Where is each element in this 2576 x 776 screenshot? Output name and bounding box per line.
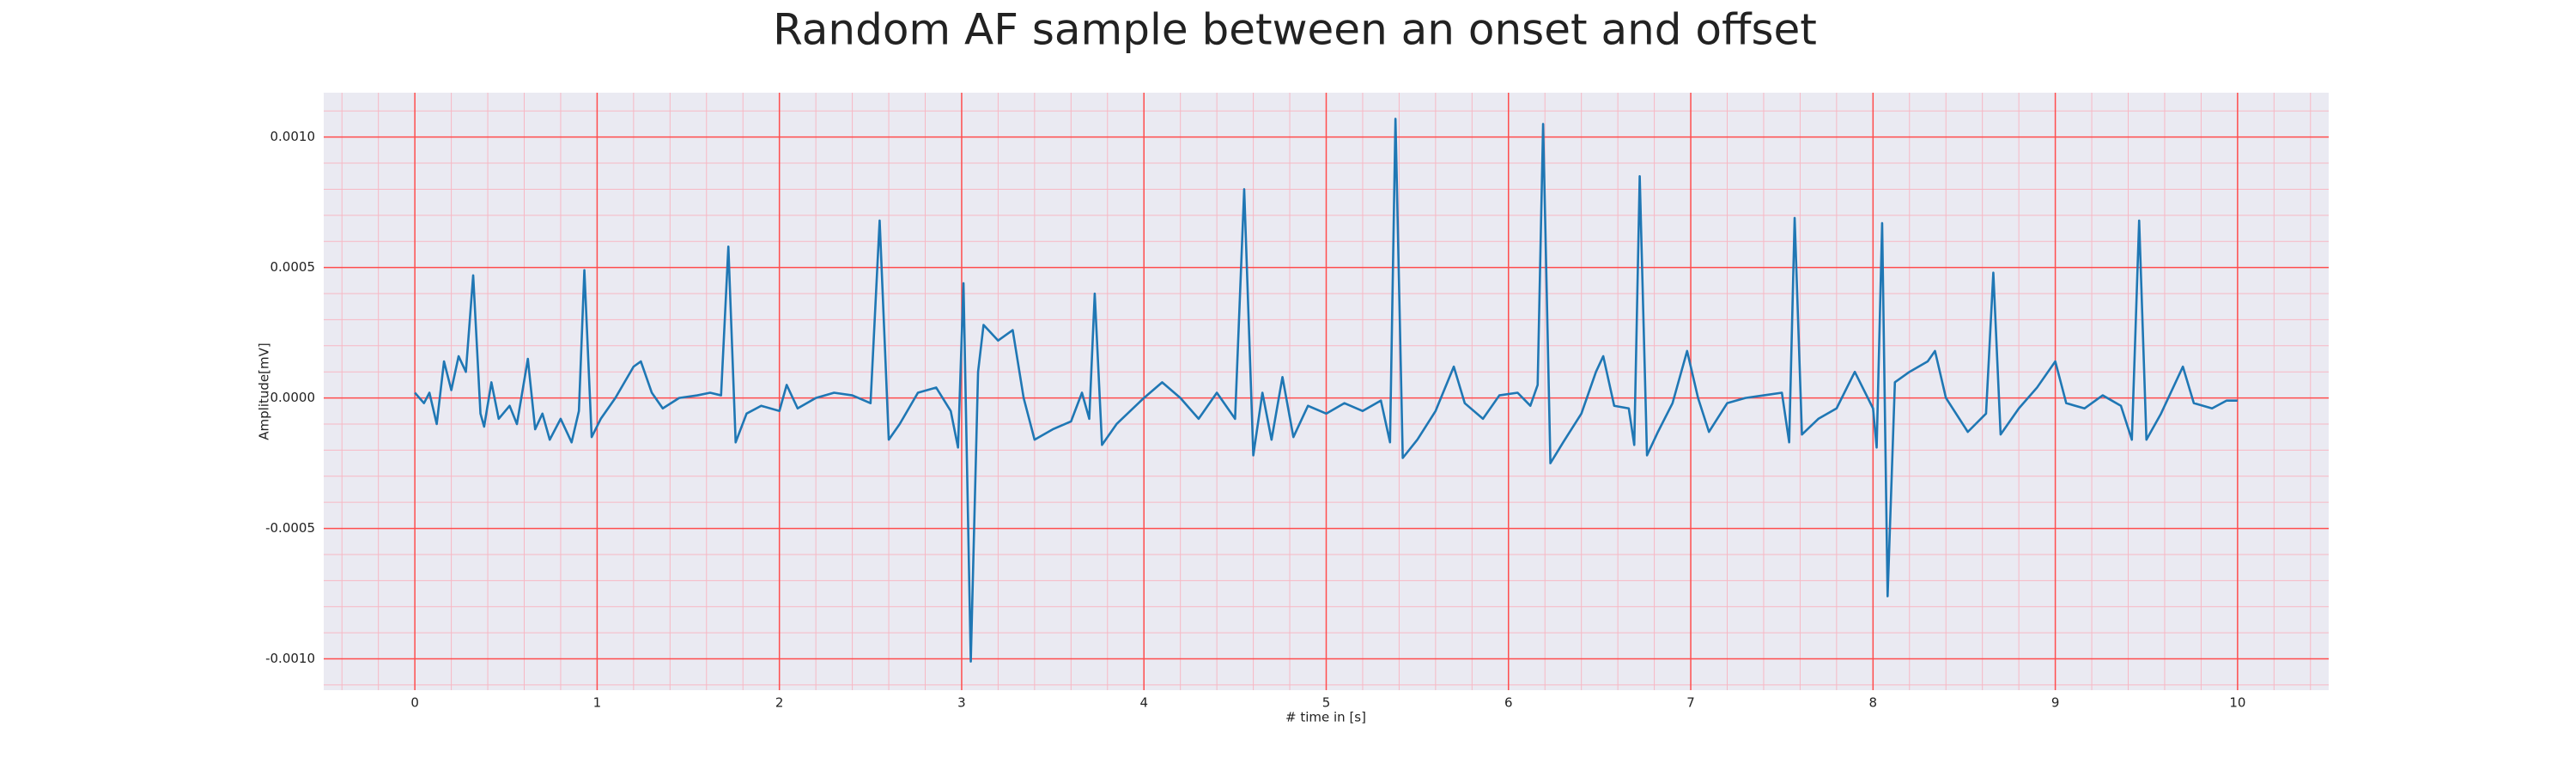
labels: 0 1 2 3 4 5 6 7 8 9 10 -0.0010 -0.0005 0.0000 0.0005 0.… bbox=[265, 129, 2245, 710]
marks bbox=[414, 118, 2238, 663]
x-tick-label: 9 bbox=[2051, 695, 2060, 711]
y-tick-label: 0.0005 bbox=[270, 259, 316, 275]
y-tick-label: 0.0000 bbox=[270, 390, 316, 405]
x-tick-label: 3 bbox=[957, 695, 966, 711]
x-tick-label: 7 bbox=[1686, 695, 1695, 711]
x-tick-label: 10 bbox=[2229, 695, 2245, 711]
chart-title: Random AF sample between an onset and of… bbox=[773, 5, 1817, 55]
x-tick-label: 8 bbox=[1869, 695, 1878, 711]
y-axis-label: Amplitude[mV] bbox=[257, 343, 272, 440]
y-tick-label: -0.0005 bbox=[265, 520, 315, 536]
x-axis-label: # time in [s] bbox=[1285, 710, 1366, 725]
signal-line bbox=[414, 118, 2238, 663]
y-tick-label: 0.0010 bbox=[270, 129, 316, 144]
x-tick-label: 2 bbox=[775, 695, 784, 711]
grid bbox=[324, 93, 2329, 690]
y-tick-label: -0.0010 bbox=[265, 651, 315, 666]
x-tick-label: 1 bbox=[593, 695, 602, 711]
x-tick-label: 0 bbox=[410, 695, 419, 711]
x-tick-label: 4 bbox=[1139, 695, 1148, 711]
x-tick-label: 6 bbox=[1504, 695, 1513, 711]
x-tick-label: 5 bbox=[1322, 695, 1331, 711]
